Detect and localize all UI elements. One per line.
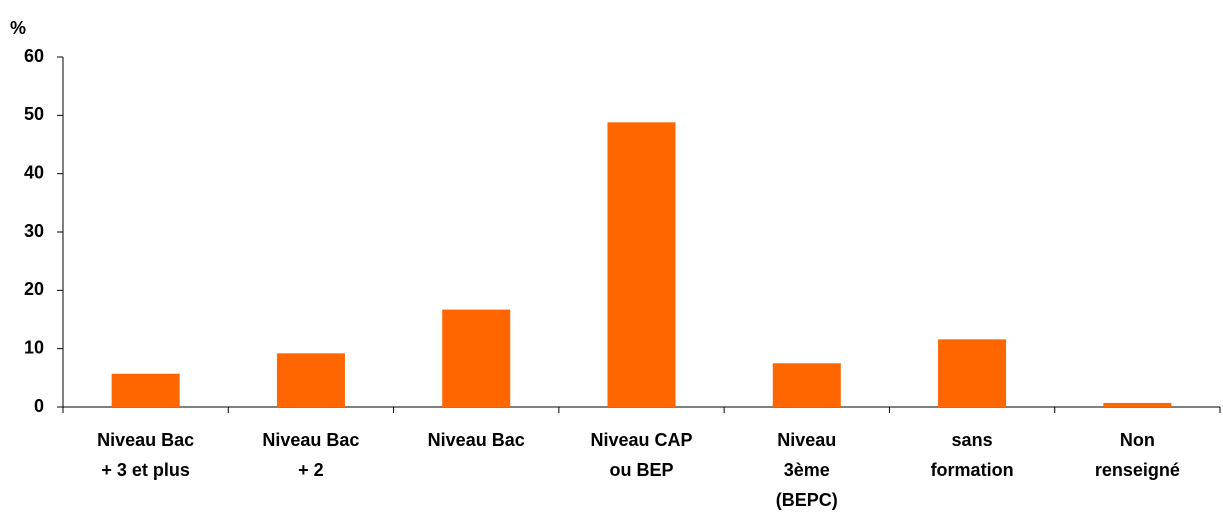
bar — [276, 353, 345, 407]
y-tick-label: 40 — [24, 162, 44, 182]
x-tick-label: Non — [1120, 430, 1155, 450]
y-tick-label: 50 — [24, 104, 44, 124]
x-tick-label: formation — [931, 460, 1014, 480]
x-tick-label: sans — [952, 430, 993, 450]
y-tick-label: 10 — [24, 337, 44, 357]
x-tick-label: renseigné — [1095, 460, 1180, 480]
x-tick-label: 3ème — [784, 460, 830, 480]
x-tick-label: Niveau Bac — [262, 430, 359, 450]
y-tick-label: 30 — [24, 221, 44, 241]
bar — [111, 373, 180, 407]
x-tick-label: Niveau Bac — [428, 430, 525, 450]
bar — [607, 122, 676, 407]
bar — [938, 339, 1007, 407]
y-tick-label: 20 — [24, 279, 44, 299]
x-tick-label: (BEPC) — [776, 490, 838, 510]
x-tick-label: + 3 et plus — [101, 460, 190, 480]
y-tick-label: 0 — [34, 396, 44, 416]
y-tick-label: 60 — [24, 46, 44, 66]
bar — [1103, 402, 1172, 407]
x-tick-label: + 2 — [298, 460, 324, 480]
bar — [772, 363, 841, 407]
x-tick-label: Niveau Bac — [97, 430, 194, 450]
x-tick-label: Niveau CAP — [590, 430, 692, 450]
x-tick-label: Niveau — [777, 430, 836, 450]
bar — [442, 309, 511, 407]
x-tick-label: ou BEP — [609, 460, 673, 480]
y-axis-label: % — [10, 18, 26, 38]
